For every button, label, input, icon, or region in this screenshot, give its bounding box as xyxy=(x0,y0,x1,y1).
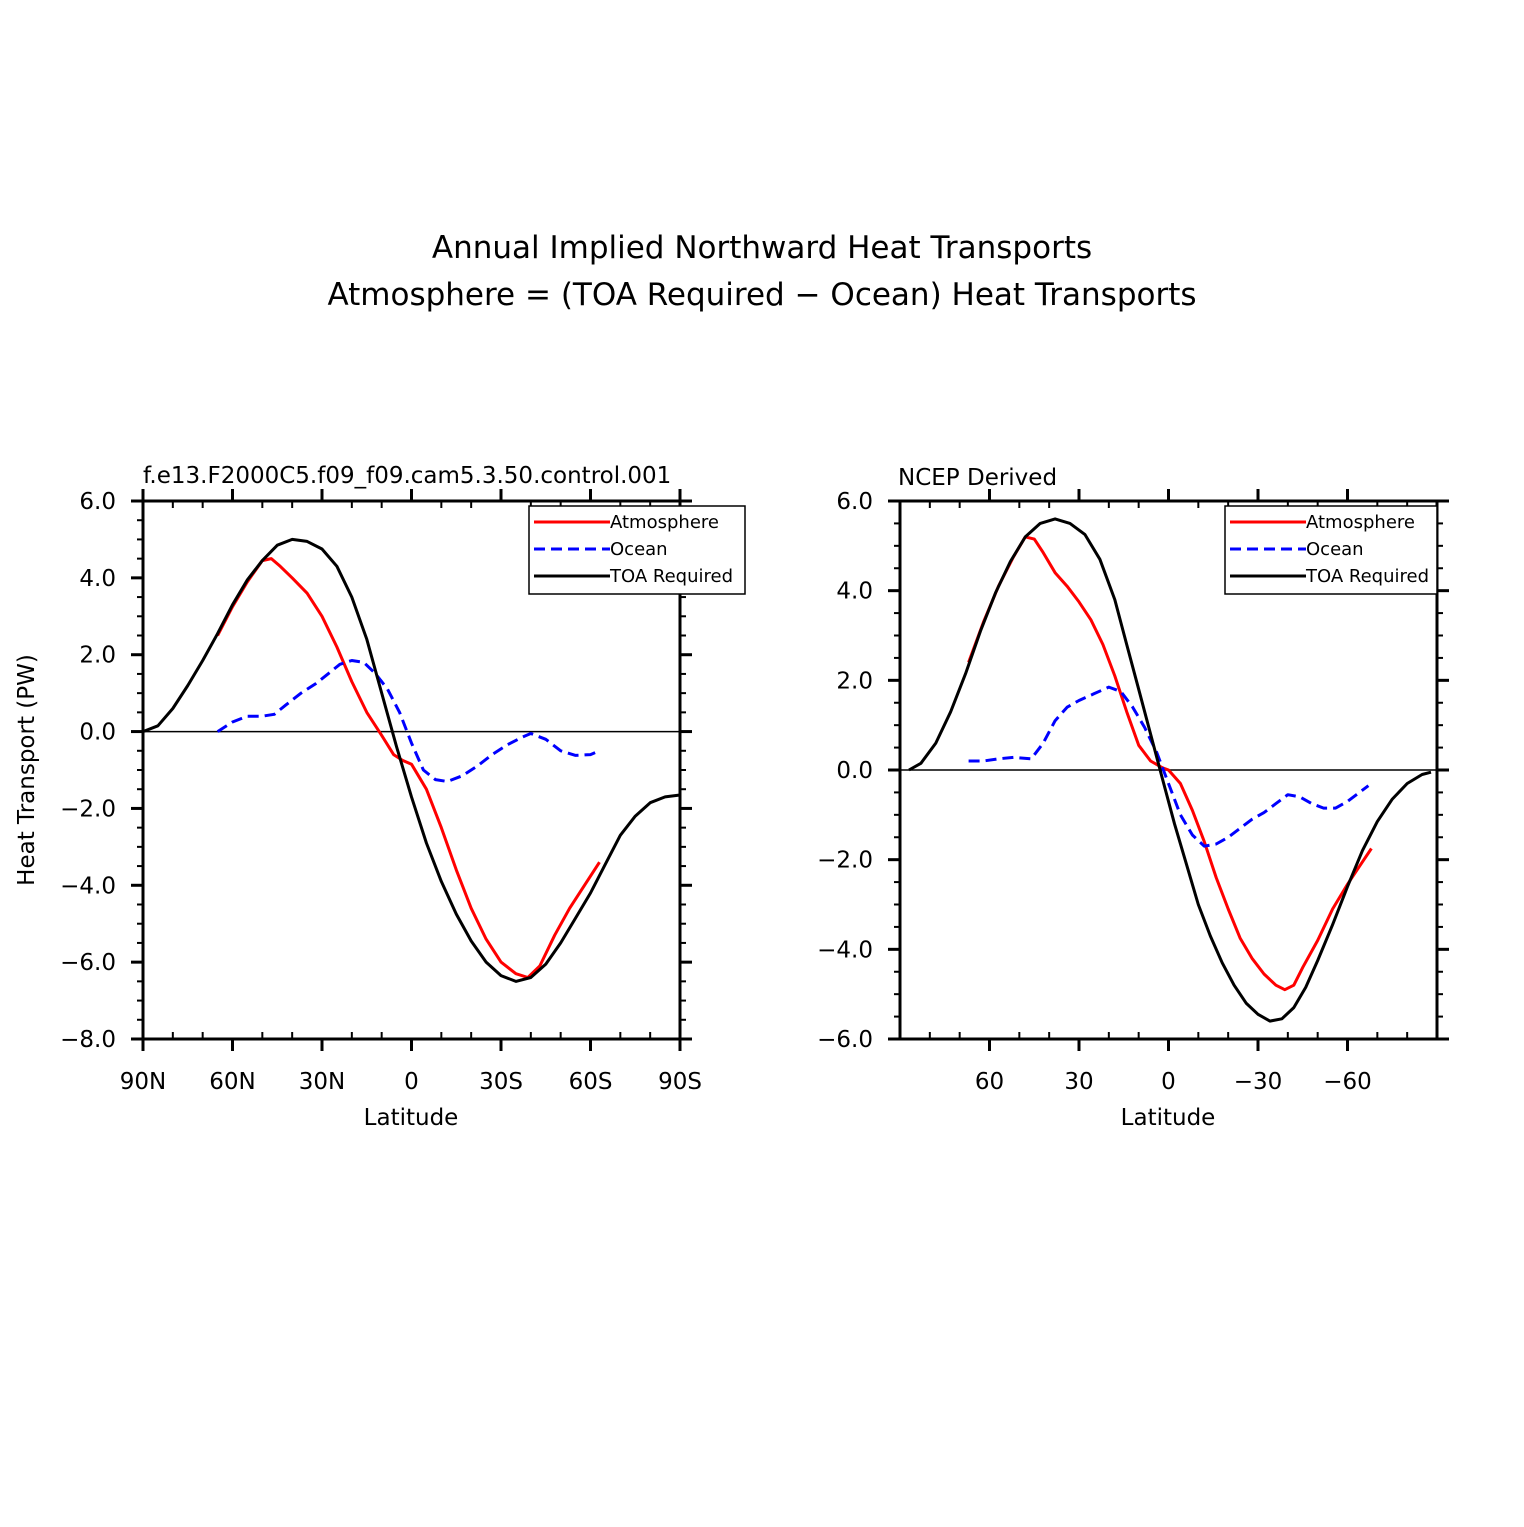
left-xtick-label: 90N xyxy=(120,1069,166,1095)
right-xtick-label: −60 xyxy=(1323,1069,1372,1095)
figure-title-line2: Atmosphere = (TOA Required − Ocean) Heat… xyxy=(327,277,1196,313)
left-xtick-label: 30N xyxy=(299,1069,345,1095)
left-legend-label: Atmosphere xyxy=(610,512,719,533)
right-xtick-label: −30 xyxy=(1234,1069,1283,1095)
left-ytick-label: 2.0 xyxy=(79,643,116,669)
left-xtick-label: 60N xyxy=(209,1069,255,1095)
right-series-ocean-line xyxy=(968,685,1370,848)
left-legend: Atmosphere Ocean TOA Required xyxy=(528,505,746,595)
right-ytick-label: 2.0 xyxy=(836,668,873,694)
right-ytick-label: 6.0 xyxy=(836,489,873,515)
left-chart-subtitle: f.e13.F2000C5.f09_f09.cam5.3.50.control.… xyxy=(143,463,671,489)
right-legend-label: Ocean xyxy=(1306,539,1364,560)
right-chart-panel: NCEP Derived Latitude 6.0 4.0 2.0 0.0 −2.0 −4… xyxy=(817,465,1449,1131)
right-ytick-label: −2.0 xyxy=(817,848,873,874)
right-ytick-label: 4.0 xyxy=(836,579,873,605)
left-ytick-label: 0.0 xyxy=(79,720,116,746)
right-xtick-label: 30 xyxy=(1064,1069,1093,1095)
left-chart-ylabel: Heat Transport (PW) xyxy=(14,654,40,886)
right-ytick-label: −6.0 xyxy=(817,1027,873,1053)
right-chart-subtitle: NCEP Derived xyxy=(898,465,1057,491)
left-xtick-label: 90S xyxy=(658,1069,702,1095)
left-xtick-label: 0 xyxy=(404,1069,419,1095)
left-xtick-label: 60S xyxy=(569,1069,613,1095)
left-xtick-label: 30S xyxy=(479,1069,523,1095)
left-chart-panel: f.e13.F2000C5.f09_f09.cam5.3.50.control.… xyxy=(14,463,746,1131)
right-xtick-label: 60 xyxy=(975,1069,1004,1095)
right-series-toa-required-line xyxy=(908,517,1432,1023)
left-ytick-label: −8.0 xyxy=(60,1027,116,1053)
right-legend-label: TOA Required xyxy=(1305,566,1429,587)
right-legend-label: Atmosphere xyxy=(1306,512,1415,533)
right-series-atmosphere-line xyxy=(967,535,1373,992)
right-ytick-label: −4.0 xyxy=(817,937,873,963)
left-chart-xlabel: Latitude xyxy=(364,1105,459,1131)
left-ytick-label: −4.0 xyxy=(60,873,116,899)
figure-title-line1: Annual Implied Northward Heat Transports xyxy=(432,230,1092,266)
left-ytick-label: −6.0 xyxy=(60,950,116,976)
left-series-atmosphere-line xyxy=(216,557,601,979)
left-ytick-label: 6.0 xyxy=(79,489,116,515)
right-ytick-label: 0.0 xyxy=(836,758,873,784)
left-series-toa-required-line xyxy=(142,537,681,983)
left-ytick-label: −2.0 xyxy=(60,796,116,822)
left-legend-label: Ocean xyxy=(610,539,668,560)
left-legend-label: TOA Required xyxy=(609,566,733,587)
right-chart-xlabel: Latitude xyxy=(1121,1105,1216,1131)
left-series-ocean-line xyxy=(216,659,601,783)
left-ytick-label: 4.0 xyxy=(79,566,116,592)
right-xtick-label: 0 xyxy=(1161,1069,1176,1095)
right-legend: Atmosphere Ocean TOA Required xyxy=(1224,505,1438,595)
